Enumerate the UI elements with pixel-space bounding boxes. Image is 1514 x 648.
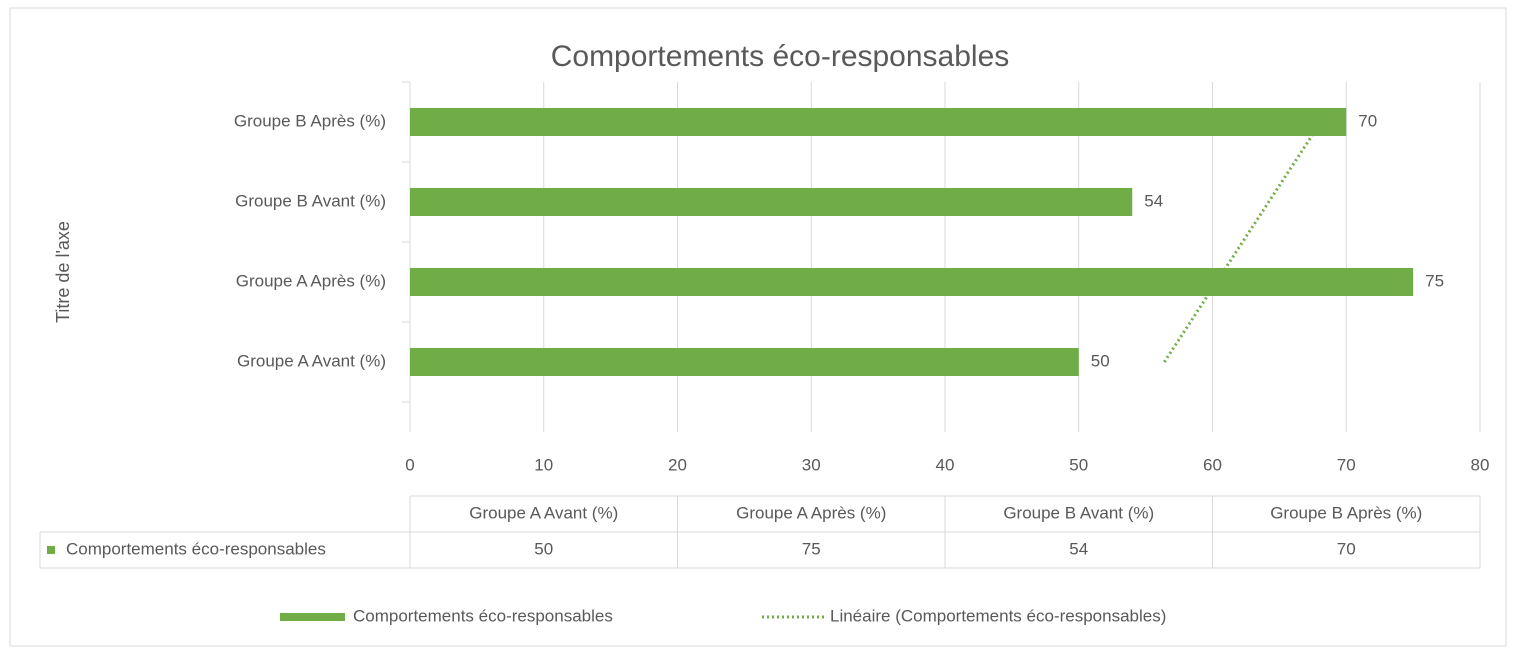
x-tick-label: 70 [1337, 455, 1356, 474]
bar [410, 108, 1347, 136]
y-tick-label: Groupe A Avant (%) [237, 351, 386, 370]
data-label: 50 [1091, 351, 1110, 370]
table-header: Groupe B Après (%) [1270, 503, 1422, 522]
y-tick-label: Groupe A Après (%) [236, 271, 386, 290]
y-tick-label: Groupe B Avant (%) [235, 191, 386, 210]
x-tick-label: 80 [1471, 455, 1490, 474]
table-header: Groupe A Après (%) [736, 503, 886, 522]
y-tick-label: Groupe B Après (%) [234, 111, 386, 130]
table-cell: 54 [1069, 539, 1088, 558]
x-tick-label: 40 [936, 455, 955, 474]
bar [410, 348, 1079, 376]
table-row-label: Comportements éco-responsables [66, 539, 326, 558]
x-tick-label: 0 [405, 455, 414, 474]
data-label: 70 [1358, 111, 1377, 130]
table-header: Groupe A Avant (%) [469, 503, 618, 522]
data-label: 54 [1144, 191, 1163, 210]
x-tick-label: 30 [802, 455, 821, 474]
table-cell: 70 [1337, 539, 1356, 558]
y-axis-title: Titre de l'axe [53, 221, 73, 323]
bar [410, 268, 1414, 296]
table-cell: 75 [802, 539, 821, 558]
x-tick-label: 10 [534, 455, 553, 474]
data-label: 75 [1425, 271, 1444, 290]
x-tick-label: 60 [1203, 455, 1222, 474]
x-tick-label: 50 [1069, 455, 1088, 474]
x-tick-label: 20 [668, 455, 687, 474]
table-header: Groupe B Avant (%) [1003, 503, 1154, 522]
table-legend-key [47, 546, 55, 554]
legend-label: Linéaire (Comportements éco-responsables… [830, 606, 1166, 625]
table-cell: 50 [534, 539, 553, 558]
legend-label: Comportements éco-responsables [353, 606, 613, 625]
bar [410, 188, 1133, 216]
chart-title: Comportements éco-responsables [551, 40, 1010, 73]
